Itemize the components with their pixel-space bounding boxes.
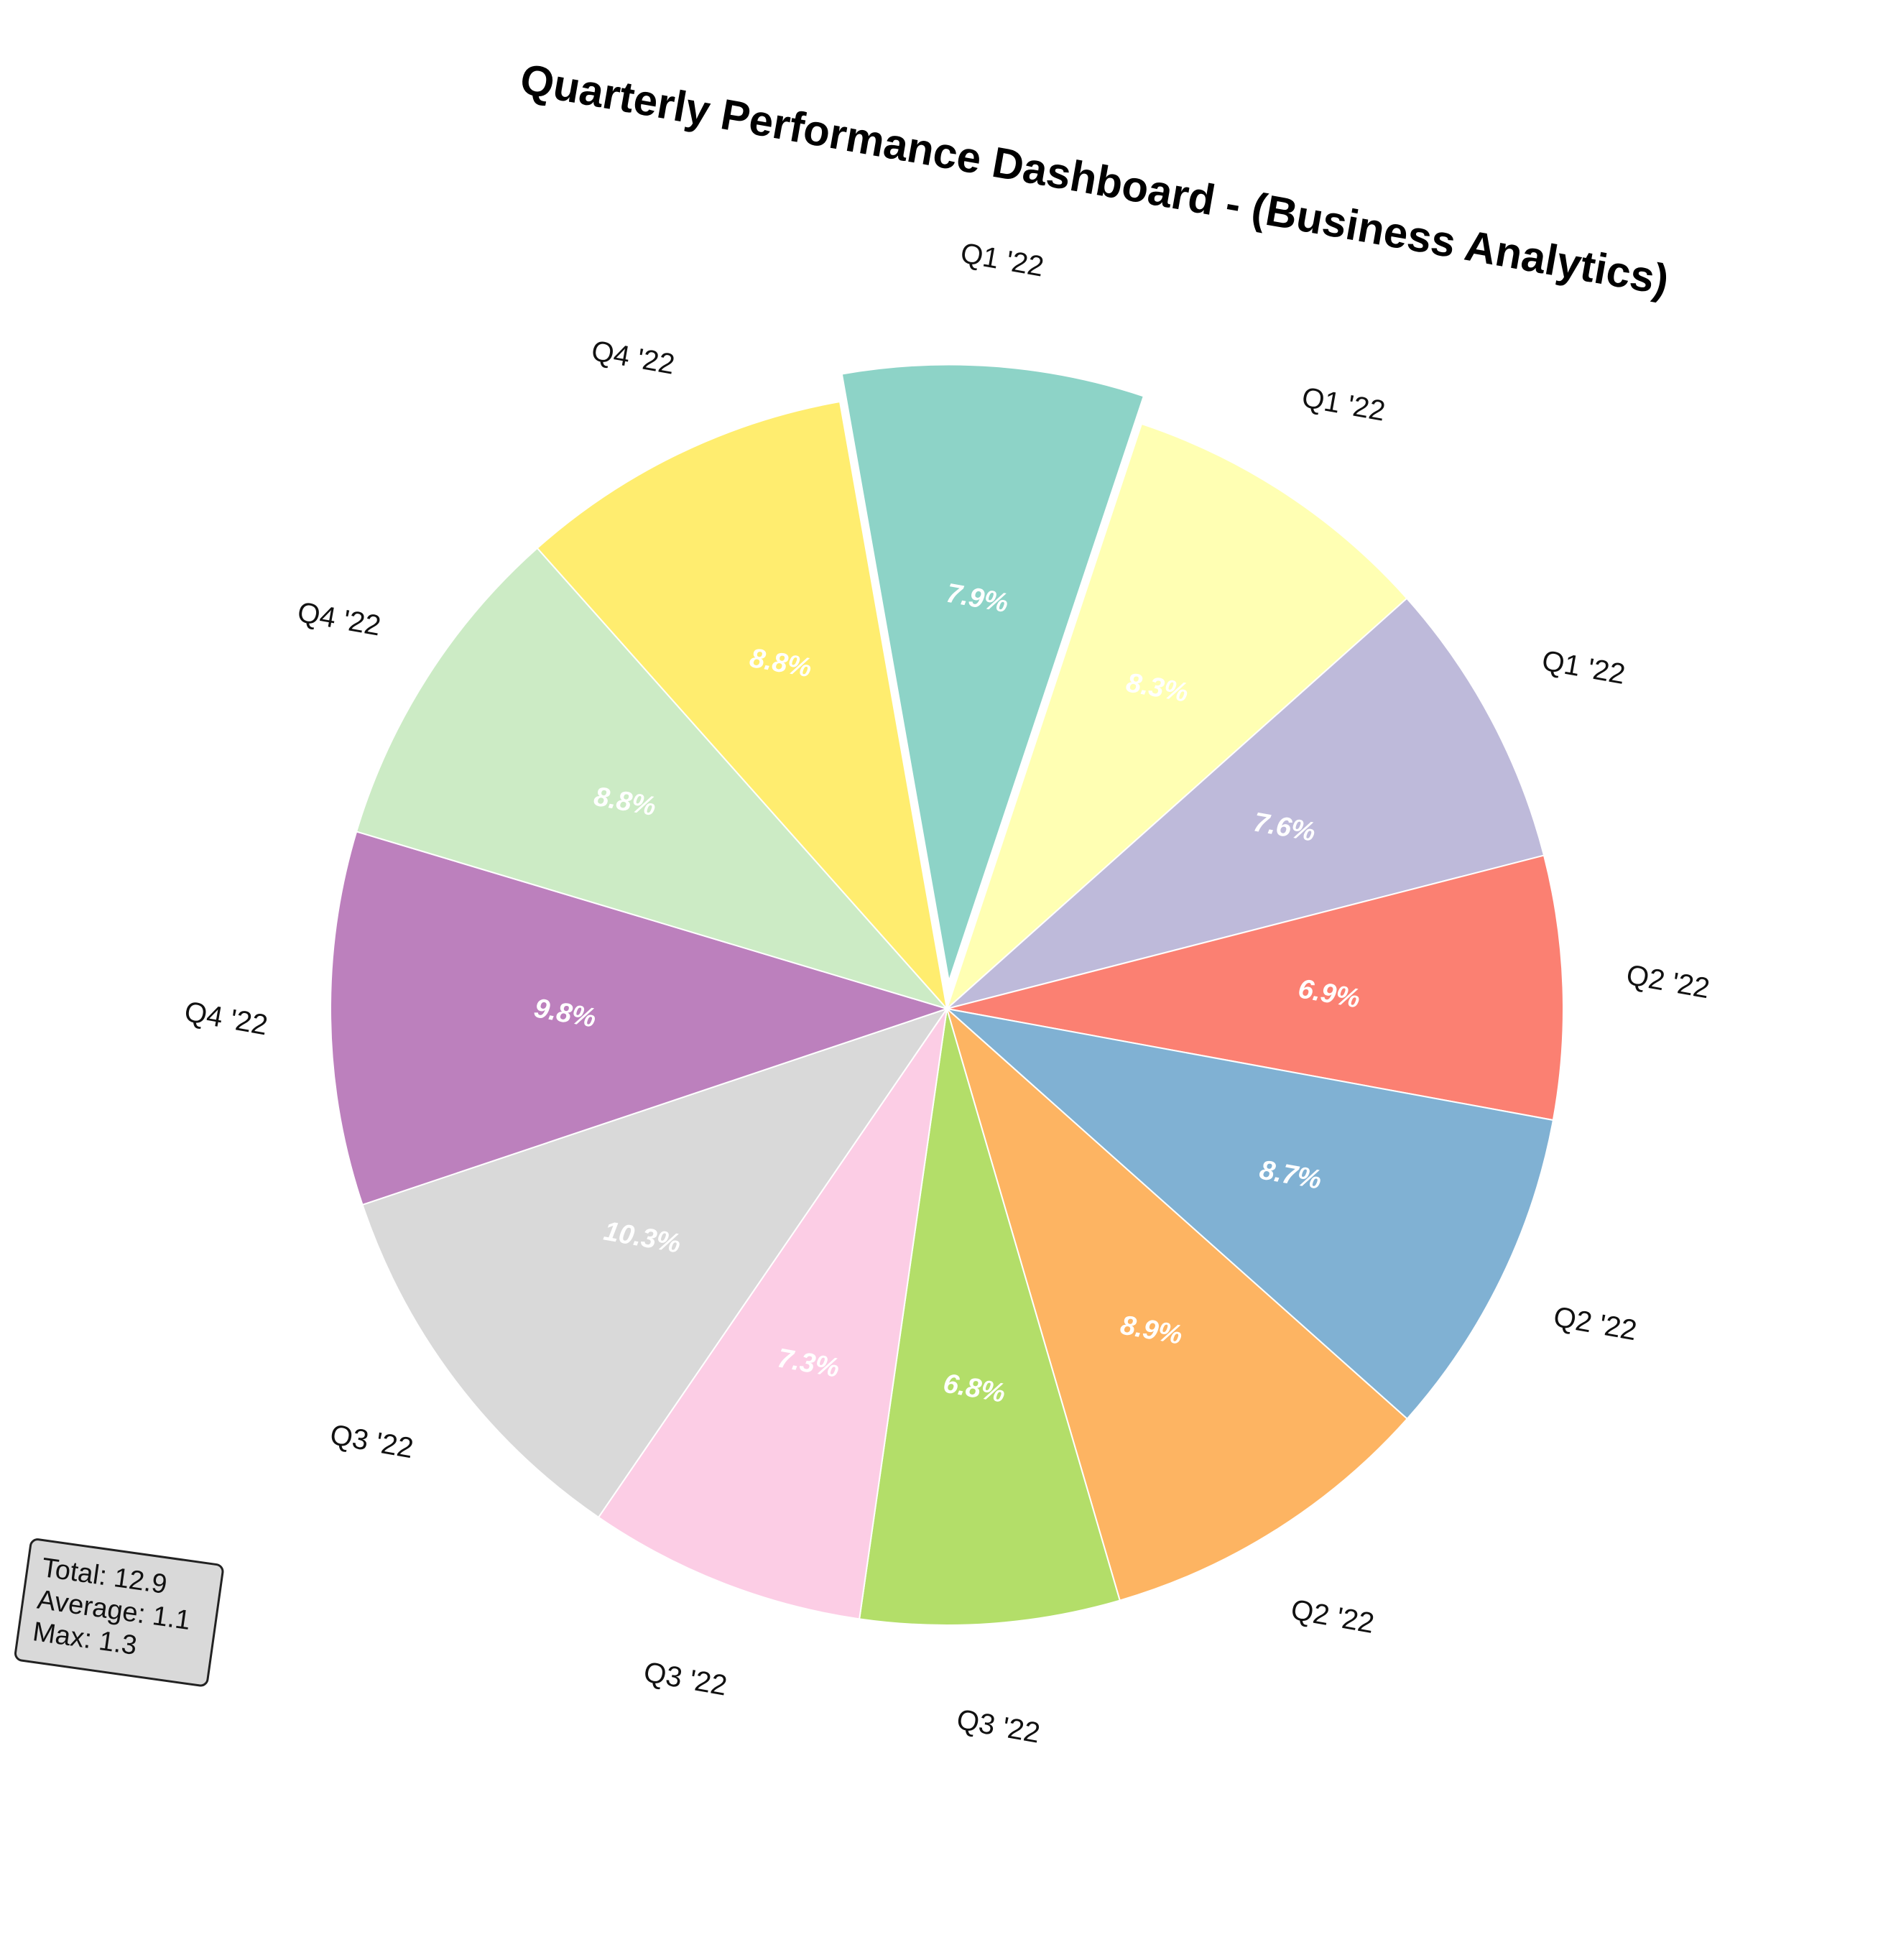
slice-label: Q3 '22 [642, 1656, 729, 1702]
slice-label: Q3 '22 [954, 1704, 1042, 1749]
slice-label: Q2 '22 [1624, 959, 1711, 1005]
slice-label: Q2 '22 [1551, 1301, 1639, 1347]
slice-label: Q1 '22 [1540, 644, 1627, 690]
slice-label: Q1 '22 [1300, 382, 1387, 427]
pie-slice [841, 364, 1145, 981]
pie-slice [859, 1008, 1121, 1626]
pie-slices [330, 364, 1564, 1626]
slice-label: Q4 '22 [182, 996, 269, 1042]
pie-slice [597, 1008, 948, 1620]
stats-box-background [14, 1538, 224, 1687]
pie-slice [945, 1006, 1409, 1601]
slice-label: Q2 '22 [1289, 1594, 1377, 1640]
slice-label: Q3 '22 [328, 1419, 415, 1465]
slice-label: Q4 '22 [295, 596, 383, 642]
pie-slice [330, 831, 950, 1206]
pie-slice [355, 547, 950, 1010]
pie-slice [944, 1007, 1555, 1420]
pie-slice [361, 1007, 949, 1519]
slice-label: Q4 '22 [589, 335, 677, 381]
chart-title: Quarterly Performance Dashboard - (Busin… [517, 55, 1673, 305]
pie-slice [945, 422, 1408, 1012]
slice-label: Q1 '22 [958, 237, 1046, 283]
stats-box: Total: 12.9 Average: 1.1 Max: 1.3 [14, 1538, 224, 1687]
pie-slice [536, 400, 948, 1012]
pie-slice [946, 854, 1564, 1122]
pie-slice [946, 597, 1545, 1009]
